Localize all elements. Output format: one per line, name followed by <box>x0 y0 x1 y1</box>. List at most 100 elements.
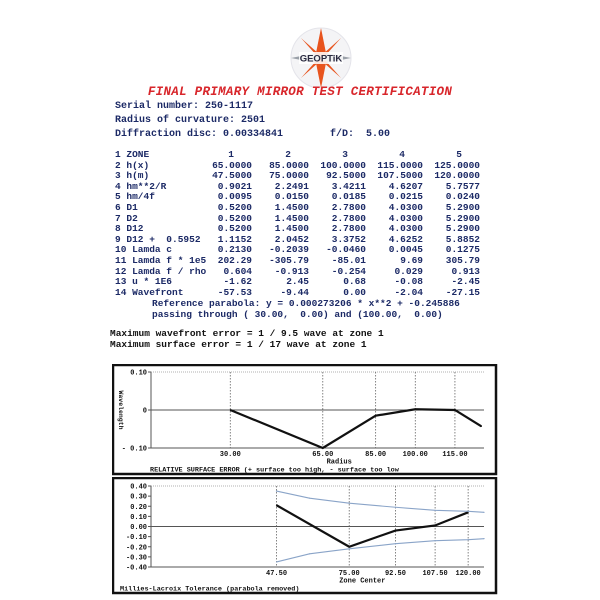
x-tick-label: 75.00 <box>339 570 360 578</box>
table-cell: -2.04 <box>394 286 423 298</box>
table-cell: -2.45 <box>451 276 480 288</box>
data-point <box>434 524 436 527</box>
table-cell: 5.7577 <box>445 180 480 192</box>
table-cell: 100.0000 <box>320 159 366 171</box>
x-tick-label: 47.50 <box>266 570 287 578</box>
table-row: 14 Wavefront -57.53 -9.44 0.00 -2.04 -27.15 <box>115 286 485 299</box>
table-row: 4 hm**2/R 0.9021 2.2491 3.4211 4.6207 5.7577 <box>115 180 485 193</box>
table-cell: 1.4500 <box>274 212 309 224</box>
max-wavefront-error: Maximum wavefront error = 1 / 9.5 wave a… <box>110 328 384 339</box>
table-cell: 0.5200 <box>217 212 252 224</box>
x-tick-label: 30.00 <box>220 451 241 459</box>
data-point <box>414 408 416 410</box>
table-cell: -9.44 <box>280 286 309 298</box>
data-point <box>480 425 482 427</box>
table-cell: 5.2900 <box>445 202 480 213</box>
data-point <box>348 502 350 504</box>
y-tick-label: -0.20 <box>126 544 147 552</box>
table-cell: 3 <box>342 149 348 160</box>
table-cell: -27.15 <box>445 286 480 298</box>
x-tick-label: 120.00 <box>456 570 481 578</box>
table-cell: 47.5000 <box>212 170 252 182</box>
data-point <box>229 409 231 411</box>
chart-title: Millies-Lacroix Tolerance (parabola remo… <box>120 586 299 594</box>
table-cell: 5.8852 <box>445 233 480 245</box>
table-cell: 92.5000 <box>326 170 366 182</box>
table-row: 7 D2 0.5200 1.4500 2.7800 4.0300 5.2900 <box>115 212 485 225</box>
table-cell: 2.7800 <box>331 223 366 235</box>
table-cell: 1 <box>228 149 234 160</box>
table-cell: 107.5000 <box>377 170 423 182</box>
table-cell: 75.0000 <box>269 170 309 182</box>
y-tick-label: -0.30 <box>126 554 147 562</box>
y-tick-label: 0 <box>143 408 147 416</box>
row-label: 8 D12 <box>115 223 144 235</box>
table-cell: 305.79 <box>445 255 480 266</box>
table-row: 2 h(x) 65.0000 85.0000 100.0000 115.0000 125.… <box>115 159 485 172</box>
table-cell: 0.029 <box>394 265 423 277</box>
row-label: 5 hm/4f <box>115 191 155 203</box>
table-cell: 4 <box>399 149 405 160</box>
table-row: 3 h(m) 47.5000 75.0000 92.5000 107.5000 120.0… <box>115 171 485 182</box>
table-cell: 2.0452 <box>274 233 309 245</box>
table-cell: 0.0095 <box>217 191 252 203</box>
table-row: 13 u * 1E6 -1.62 2.45 0.68 -0.08 -2.45 <box>115 277 485 288</box>
table-cell: 120.0000 <box>434 170 480 182</box>
chart-frame <box>112 477 498 595</box>
table-row: 6 D1 0.5200 1.4500 2.7800 4.0300 5.2900 <box>115 202 485 214</box>
table-cell: 85.0000 <box>269 159 309 171</box>
row-label: 4 hm**2/R <box>115 180 167 192</box>
table-cell: 3.4211 <box>331 180 366 192</box>
table-cell: -305.79 <box>269 255 309 266</box>
table-cell: 0.9021 <box>217 180 252 192</box>
table-cell: 2.7800 <box>331 202 366 213</box>
y-tick-label: - 0.10 <box>122 446 147 454</box>
x-axis-label: Zone Center <box>339 578 385 586</box>
data-point <box>483 511 485 513</box>
table-cell: 0.2130 <box>217 244 252 256</box>
table-cell: -0.0460 <box>326 244 366 256</box>
data-point <box>275 490 278 492</box>
table-cell: 0.604 <box>223 265 252 277</box>
y-tick-label: 0.10 <box>130 370 147 378</box>
table-cell: -0.08 <box>394 276 423 288</box>
data-point <box>275 504 278 506</box>
x-tick-label: 65.00 <box>312 451 333 459</box>
table-cell: 65.0000 <box>212 159 252 171</box>
table-row: 9 D12 + 0.5952 1.1152 2.0452 3.3752 4.6252 5.… <box>115 233 485 246</box>
data-point <box>483 538 485 540</box>
x-axis-label: Radius <box>327 459 352 467</box>
data-point <box>394 543 397 545</box>
x-tick-label: 115.00 <box>442 451 467 459</box>
data-point <box>434 540 436 542</box>
data-point <box>375 415 377 417</box>
data-point <box>434 509 436 511</box>
table-row: 5 hm/4f 0.0095 0.0150 0.0185 0.0215 0.0240 <box>115 192 485 203</box>
table-row: 11 Lamda f * 1e5 202.29 -305.79 -85.01 9.69 3… <box>115 255 485 267</box>
x-tick-label: 107.50 <box>422 570 447 578</box>
y-tick-label: 0.00 <box>130 524 147 532</box>
data-point <box>348 548 350 550</box>
page-title: FINAL PRIMARY MIRROR TEST CERTIFICATION <box>147 85 453 99</box>
table-cell: 5.2900 <box>445 223 480 235</box>
table-cell: 0.0150 <box>274 191 309 203</box>
x-tick-label: 92.50 <box>385 570 406 578</box>
row-label: 11 Lamda f * 1e5 <box>115 255 207 266</box>
y-tick-label: 0.20 <box>130 504 147 512</box>
data-point <box>348 546 350 548</box>
chart-frame <box>112 364 498 476</box>
y-tick-label: -0.40 <box>126 565 147 573</box>
passing-through: passing through ( 30.00, 0.00) and (100.… <box>152 309 443 320</box>
table-cell: 2.2491 <box>274 180 309 192</box>
row-label: 3 h(m) <box>115 170 150 182</box>
series-line <box>229 408 482 450</box>
x-tick-label: 100.00 <box>403 451 428 459</box>
data-point <box>308 497 311 499</box>
logo-text: GEOPTiK <box>300 54 343 65</box>
data-point <box>454 409 456 411</box>
table-cell: 0.913 <box>451 265 480 277</box>
table-cell: -0.913 <box>274 265 309 277</box>
row-label: 2 h(x) <box>115 159 150 171</box>
y-tick-label: -0.10 <box>126 534 147 542</box>
table-cell: 1.4500 <box>274 202 309 213</box>
